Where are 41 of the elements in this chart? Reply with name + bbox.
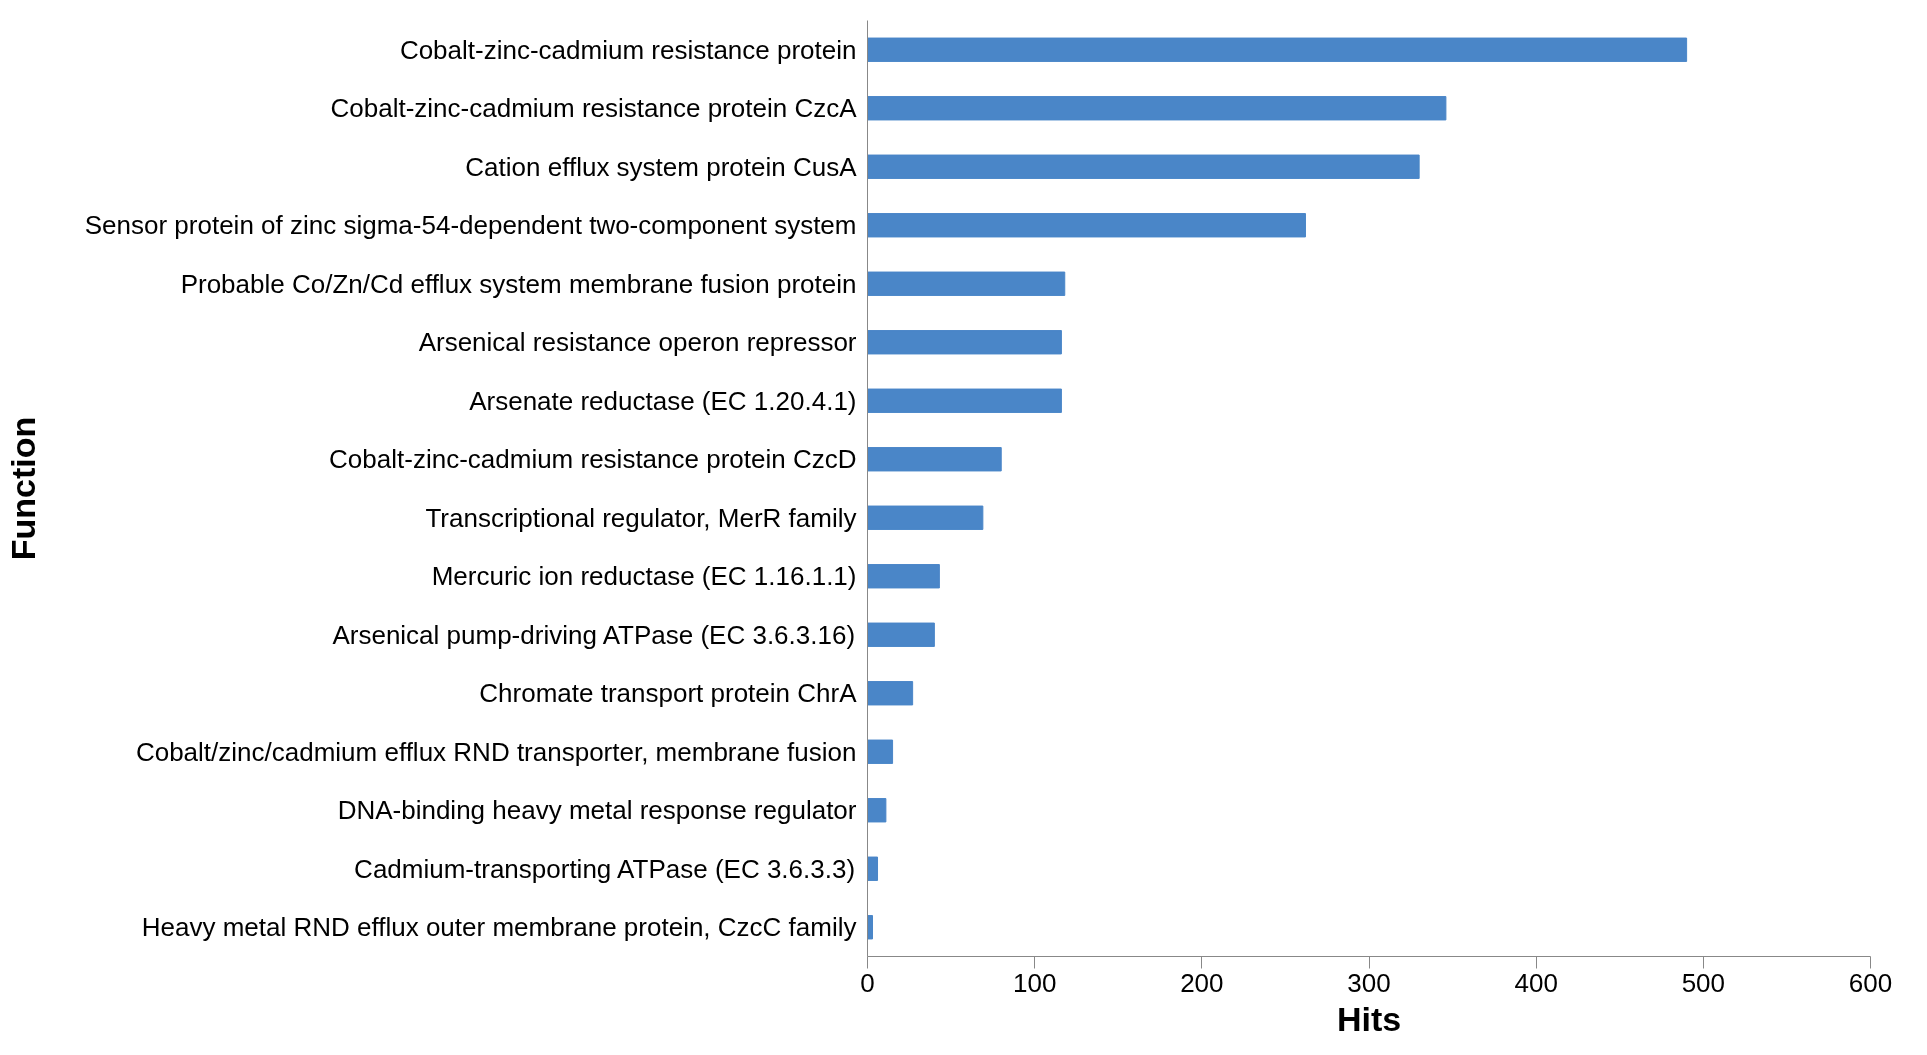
bar (867, 37, 1688, 62)
bar (867, 213, 1306, 238)
bar (867, 388, 1062, 413)
x-axis-title: Hits (1336, 999, 1402, 1038)
y-tick-label: Cobalt-zinc-cadmium resistance protein CzcD (329, 444, 857, 475)
bar (867, 739, 894, 764)
bar (867, 915, 874, 940)
x-tick-label: 200 (1180, 967, 1224, 998)
bar (867, 505, 984, 530)
bar (867, 154, 1420, 179)
bar (867, 798, 887, 823)
y-tick-label: Arsenical pump-driving ATPase (EC 3.6.3.16) (332, 619, 856, 650)
y-tick-label: Cation efflux system protein CusA (465, 151, 858, 182)
bar (867, 330, 1062, 355)
bar (867, 622, 935, 647)
x-tick-label: 400 (1514, 967, 1558, 998)
y-tick-label: Sensor protein of zinc sigma-54-dependent two-component system (84, 210, 857, 241)
bar (867, 271, 1066, 296)
x-tick-label: 500 (1681, 967, 1726, 998)
bar (867, 96, 1447, 121)
x-tick-label: 600 (1848, 967, 1893, 998)
bar (867, 564, 940, 589)
y-tick-label: Cadmium-transporting ATPase (EC 3.6.3.3) (354, 853, 856, 884)
y-tick-label: Arsenical resistance operon repressor (418, 327, 857, 358)
y-tick-label: Probable Co/Zn/Cd efflux system membrane fusion protein (180, 268, 857, 299)
bar (867, 447, 1002, 472)
x-tick-label: 0 (860, 967, 875, 998)
y-tick-label: Chromate transport protein ChrA (479, 678, 858, 709)
y-tick-label: Arsenate reductase (EC 1.20.4.1) (469, 385, 857, 416)
y-axis-title: Function (3, 416, 42, 561)
x-tick-label: 300 (1347, 967, 1391, 998)
y-tick-label: Cobalt-zinc-cadmium resistance protein (399, 34, 857, 65)
y-tick-label: DNA-binding heavy metal response regulator (337, 795, 857, 826)
y-tick-label: Mercuric ion reductase (EC 1.16.1.1) (431, 561, 857, 592)
y-tick-label: Transcriptional regulator, MerR family (425, 502, 857, 533)
bar (867, 856, 879, 881)
x-tick-label: 100 (1012, 967, 1057, 998)
y-tick-label: Cobalt-zinc-cadmium resistance protein CzcA (330, 93, 858, 124)
y-tick-label: Heavy metal RND efflux outer membrane protein, CzcC family (141, 912, 857, 943)
bar (867, 681, 914, 706)
y-tick-label: Cobalt/zinc/cadmium efflux RND transporter, membrane fusion (135, 736, 857, 767)
